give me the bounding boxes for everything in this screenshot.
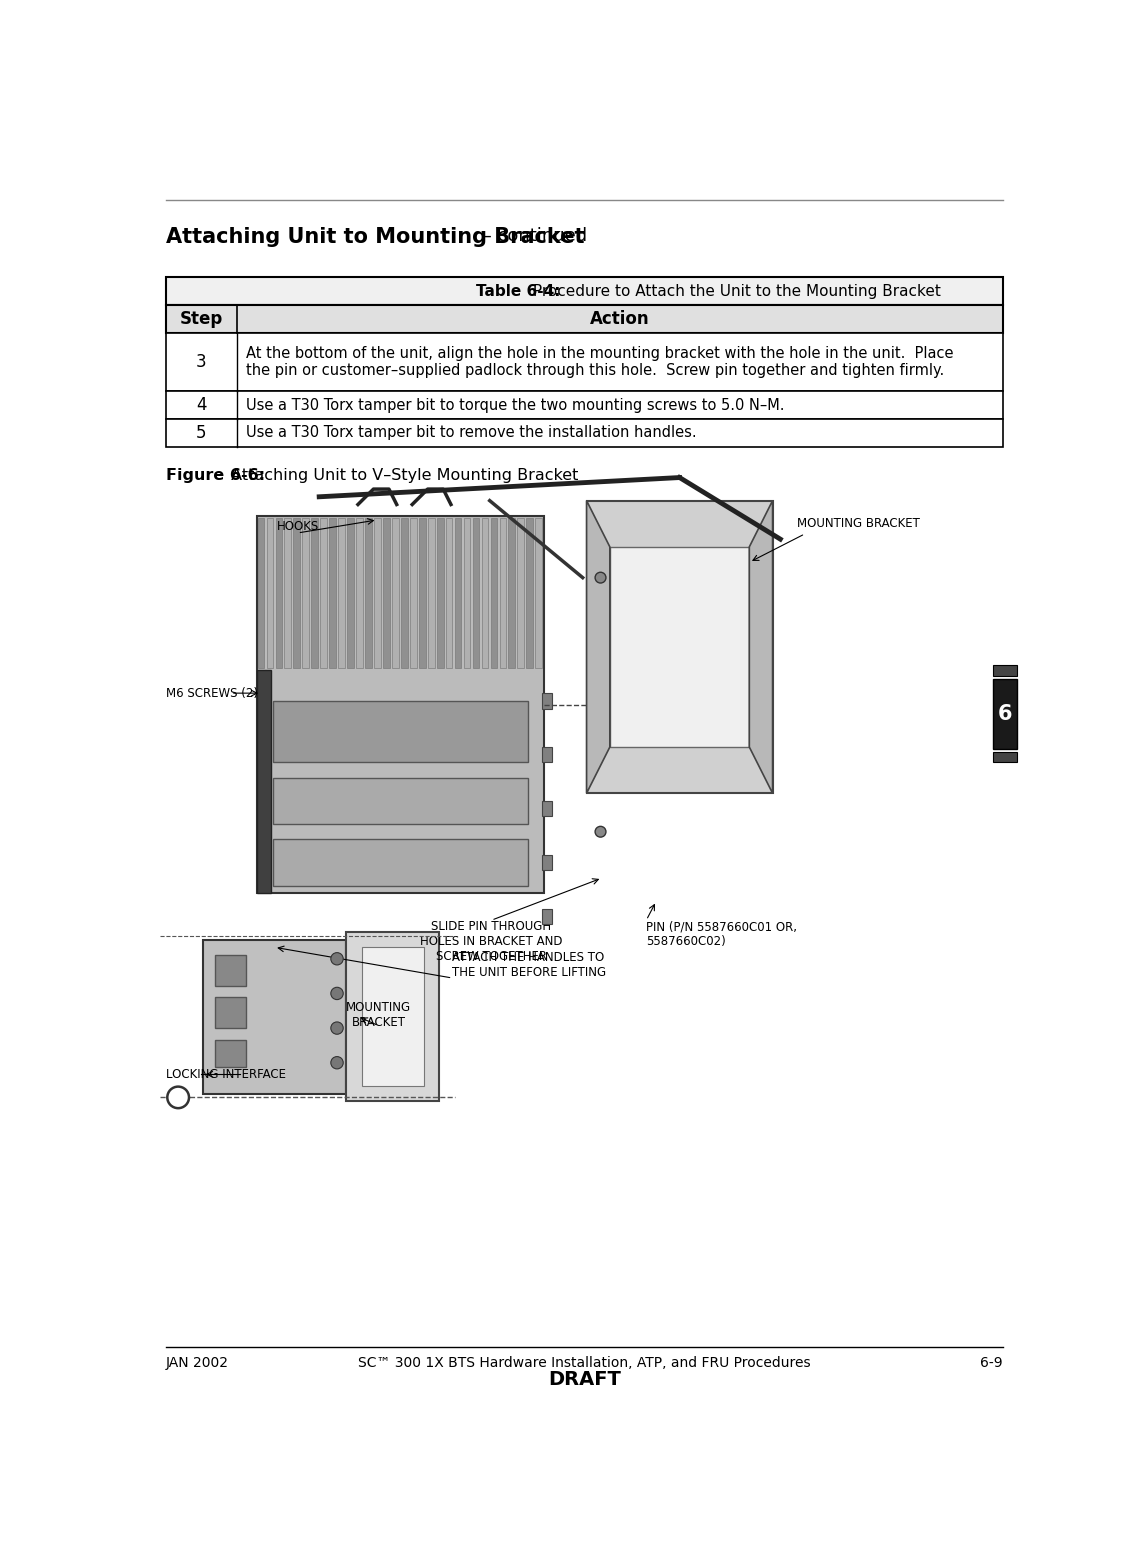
- Bar: [536, 517, 543, 668]
- Bar: [455, 517, 462, 668]
- Bar: [348, 517, 353, 668]
- Bar: [165, 420, 1003, 446]
- Bar: [610, 547, 749, 747]
- Bar: [464, 517, 471, 668]
- Bar: [543, 855, 552, 870]
- Text: JAN 2002: JAN 2002: [165, 1357, 229, 1371]
- Text: MOUNTING BRACKET: MOUNTING BRACKET: [797, 517, 920, 530]
- Text: At the bottom of the unit, align the hole in the mounting bracket with the hole : At the bottom of the unit, align the hol…: [246, 347, 954, 378]
- Bar: [203, 940, 347, 1094]
- Text: Procedure to Attach the Unit to the Mounting Bracket: Procedure to Attach the Unit to the Moun…: [529, 284, 942, 298]
- Bar: [272, 839, 529, 886]
- Text: 3: 3: [196, 353, 206, 371]
- Polygon shape: [749, 500, 773, 793]
- Text: LOCKING INTERFACE: LOCKING INTERFACE: [165, 1068, 286, 1080]
- Text: M6 SCREWS (2): M6 SCREWS (2): [165, 687, 258, 699]
- Bar: [993, 752, 1018, 763]
- Bar: [383, 517, 390, 668]
- Bar: [993, 665, 1018, 676]
- Circle shape: [168, 1086, 189, 1108]
- Text: Step: Step: [180, 309, 223, 328]
- Bar: [272, 779, 529, 824]
- Text: – continued: – continued: [478, 227, 587, 244]
- Bar: [165, 392, 1003, 420]
- Bar: [543, 693, 552, 709]
- Bar: [356, 517, 363, 668]
- Bar: [518, 517, 524, 668]
- Bar: [276, 517, 283, 668]
- Text: ATTACH THE HANDLES TO
THE UNIT BEFORE LIFTING: ATTACH THE HANDLES TO THE UNIT BEFORE LI…: [453, 951, 606, 979]
- Circle shape: [331, 1023, 343, 1035]
- Bar: [311, 517, 318, 668]
- Text: Use a T30 Torx tamper bit to torque the two mounting screws to 5.0 N–M.: Use a T30 Torx tamper bit to torque the …: [246, 398, 784, 413]
- Circle shape: [331, 1057, 343, 1069]
- Text: Action: Action: [591, 309, 650, 328]
- Bar: [437, 517, 443, 668]
- Text: MOUNTING
BRACKET: MOUNTING BRACKET: [347, 1001, 412, 1029]
- Circle shape: [331, 987, 343, 999]
- Bar: [165, 333, 1003, 392]
- Bar: [543, 747, 552, 763]
- Bar: [272, 701, 529, 763]
- Bar: [543, 909, 552, 925]
- Text: 6-9: 6-9: [980, 1357, 1003, 1371]
- Text: SLIDE PIN THROUGH
HOLES IN BRACKET AND
SCREW TOGETHER: SLIDE PIN THROUGH HOLES IN BRACKET AND S…: [420, 920, 562, 963]
- Circle shape: [595, 827, 606, 838]
- Bar: [428, 517, 434, 668]
- Text: Figure 6-6:: Figure 6-6:: [165, 468, 264, 483]
- Bar: [258, 516, 544, 894]
- Bar: [410, 517, 416, 668]
- Bar: [214, 998, 245, 1029]
- Bar: [587, 500, 773, 793]
- Text: 6: 6: [998, 704, 1012, 724]
- Bar: [339, 517, 345, 668]
- Bar: [481, 517, 488, 668]
- Text: Use a T30 Torx tamper bit to remove the installation handles.: Use a T30 Torx tamper bit to remove the …: [246, 426, 697, 440]
- Bar: [165, 305, 1003, 333]
- Bar: [490, 517, 497, 668]
- Bar: [329, 517, 336, 668]
- Bar: [347, 932, 439, 1102]
- Text: Table 6-4:: Table 6-4:: [475, 284, 560, 298]
- Bar: [473, 517, 480, 668]
- Bar: [361, 948, 424, 1086]
- Bar: [267, 517, 274, 668]
- Bar: [365, 517, 372, 668]
- Text: PIN (P/N 5587660C01 OR,
5587660C02): PIN (P/N 5587660C01 OR, 5587660C02): [646, 920, 797, 948]
- Bar: [508, 517, 515, 668]
- Bar: [392, 517, 399, 668]
- Text: DRAFT: DRAFT: [548, 1371, 620, 1389]
- Circle shape: [595, 572, 606, 583]
- Bar: [543, 800, 552, 816]
- Bar: [293, 517, 300, 668]
- Bar: [499, 517, 506, 668]
- Bar: [302, 517, 309, 668]
- Circle shape: [331, 953, 343, 965]
- Bar: [285, 517, 291, 668]
- Bar: [418, 517, 425, 668]
- Bar: [320, 517, 327, 668]
- Bar: [258, 670, 271, 894]
- Text: SC™ 300 1X BTS Hardware Installation, ATP, and FRU Procedures: SC™ 300 1X BTS Hardware Installation, AT…: [358, 1357, 811, 1371]
- Text: Attaching Unit to Mounting Bracket: Attaching Unit to Mounting Bracket: [165, 227, 584, 247]
- Bar: [214, 956, 245, 985]
- Text: 4: 4: [196, 396, 206, 415]
- Bar: [165, 277, 1003, 305]
- Text: Attaching Unit to V–Style Mounting Bracket: Attaching Unit to V–Style Mounting Brack…: [226, 468, 579, 483]
- Polygon shape: [587, 500, 610, 793]
- Bar: [993, 679, 1018, 749]
- Text: 5: 5: [196, 424, 206, 441]
- Bar: [446, 517, 453, 668]
- Bar: [527, 517, 534, 668]
- Bar: [374, 517, 381, 668]
- Bar: [258, 517, 264, 668]
- Text: HOOKS: HOOKS: [276, 521, 318, 533]
- Bar: [214, 1040, 245, 1066]
- Bar: [401, 517, 408, 668]
